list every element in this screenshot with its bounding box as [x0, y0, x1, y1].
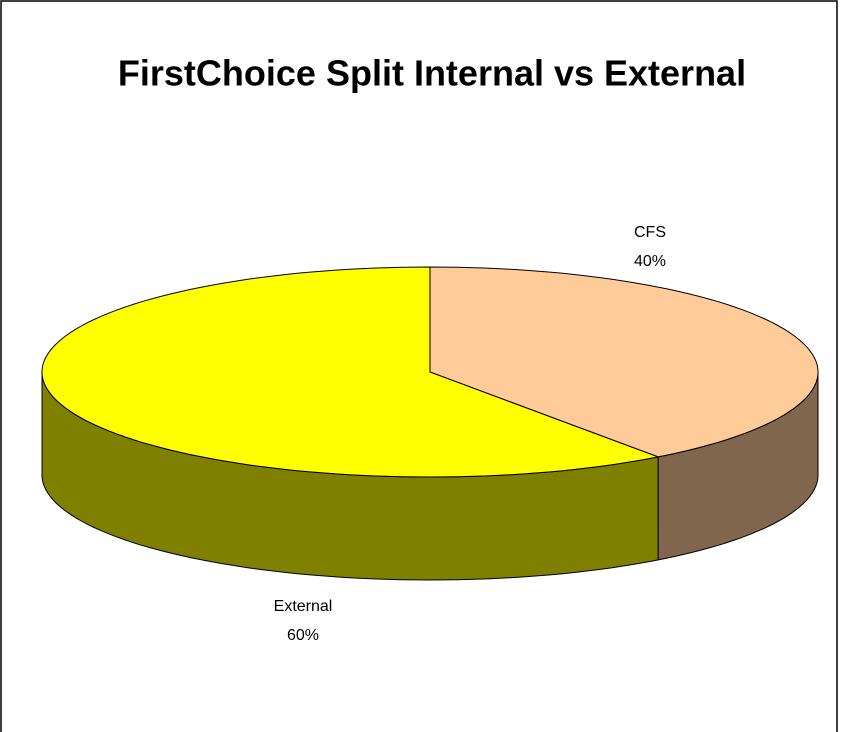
slice-category-label: CFS [634, 224, 666, 241]
slice-value-label: 60% [287, 627, 319, 644]
chart-title: FirstChoice Split Internal vs External [118, 53, 746, 94]
slice-category-label: External [274, 598, 333, 615]
pie-slice [41, 266, 660, 478]
slice-value-label: 40% [634, 253, 666, 270]
pie-slice [429, 266, 819, 458]
